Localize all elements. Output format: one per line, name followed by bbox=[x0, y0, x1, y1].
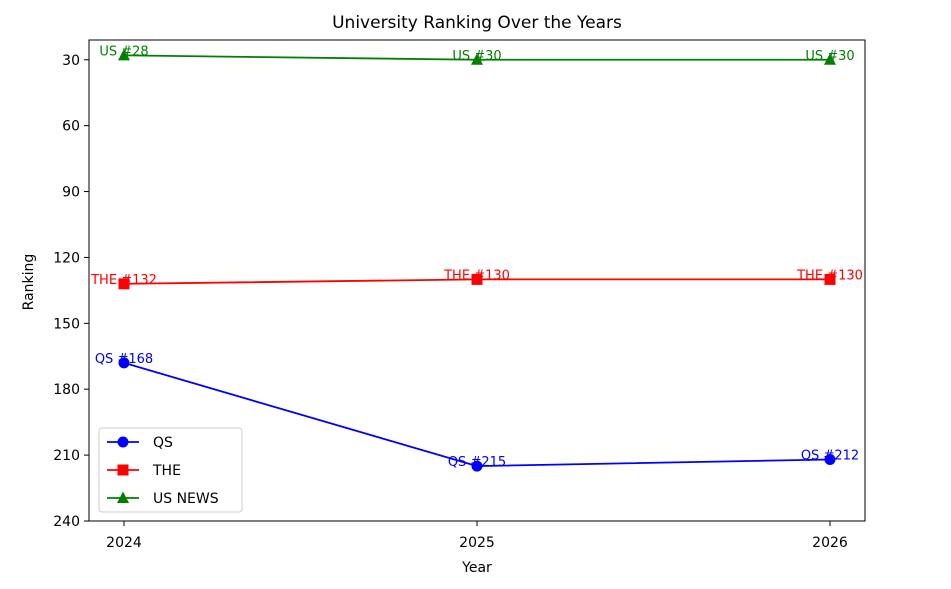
y-tick-label: 180 bbox=[53, 382, 80, 398]
y-tick-label: 90 bbox=[62, 185, 80, 201]
x-tick-label: 2025 bbox=[459, 535, 495, 551]
y-tick-label: 210 bbox=[53, 448, 80, 464]
legend-label-qs: QS bbox=[153, 435, 173, 451]
data-label-us-news: US #30 bbox=[452, 49, 501, 64]
y-tick-label: 150 bbox=[53, 316, 80, 332]
data-label-the: THE #130 bbox=[443, 268, 510, 283]
data-label-us-news: US #30 bbox=[805, 49, 854, 64]
y-tick-label: 30 bbox=[62, 53, 80, 69]
data-label-the: THE #132 bbox=[90, 273, 157, 288]
legend: QS THE US NEWS bbox=[98, 427, 243, 513]
y-tick-label: 60 bbox=[62, 119, 80, 135]
data-label-the: THE #130 bbox=[796, 268, 863, 283]
y-axis-label: Ranking bbox=[21, 254, 37, 311]
data-label-qs: QS #212 bbox=[801, 449, 859, 464]
data-label-us-news: US #28 bbox=[99, 44, 148, 59]
legend-marker-us-news bbox=[117, 491, 129, 503]
legend-marker-qs bbox=[117, 436, 129, 448]
x-tick-label: 2024 bbox=[106, 535, 142, 551]
data-point-qs bbox=[118, 357, 130, 369]
data-label-qs: QS #168 bbox=[95, 352, 153, 367]
legend-box bbox=[98, 427, 243, 513]
data-point-qs bbox=[824, 454, 836, 466]
data-point-the bbox=[118, 278, 130, 290]
data-point-us-news bbox=[471, 53, 483, 65]
data-point-qs bbox=[471, 460, 483, 472]
data-point-us-news bbox=[118, 48, 130, 61]
x-tick-label: 2026 bbox=[812, 535, 848, 551]
y-tick-label: 120 bbox=[53, 250, 80, 266]
legend-label-the: THE bbox=[152, 463, 181, 479]
legend-label-us-news: US NEWS bbox=[153, 491, 219, 507]
chart-title: University Ranking Over the Years bbox=[332, 13, 622, 33]
data-point-the bbox=[824, 273, 836, 285]
plot-area: QS #168 QS #215 QS #212 THE #132 THE #130 THE… bbox=[90, 44, 863, 472]
legend-marker-the bbox=[117, 464, 129, 476]
y-tick-label: 240 bbox=[53, 514, 80, 530]
x-axis-label: Year bbox=[461, 560, 492, 576]
data-label-qs: QS #215 bbox=[448, 455, 506, 470]
data-point-us-news bbox=[824, 53, 836, 65]
data-point-the bbox=[471, 273, 483, 285]
